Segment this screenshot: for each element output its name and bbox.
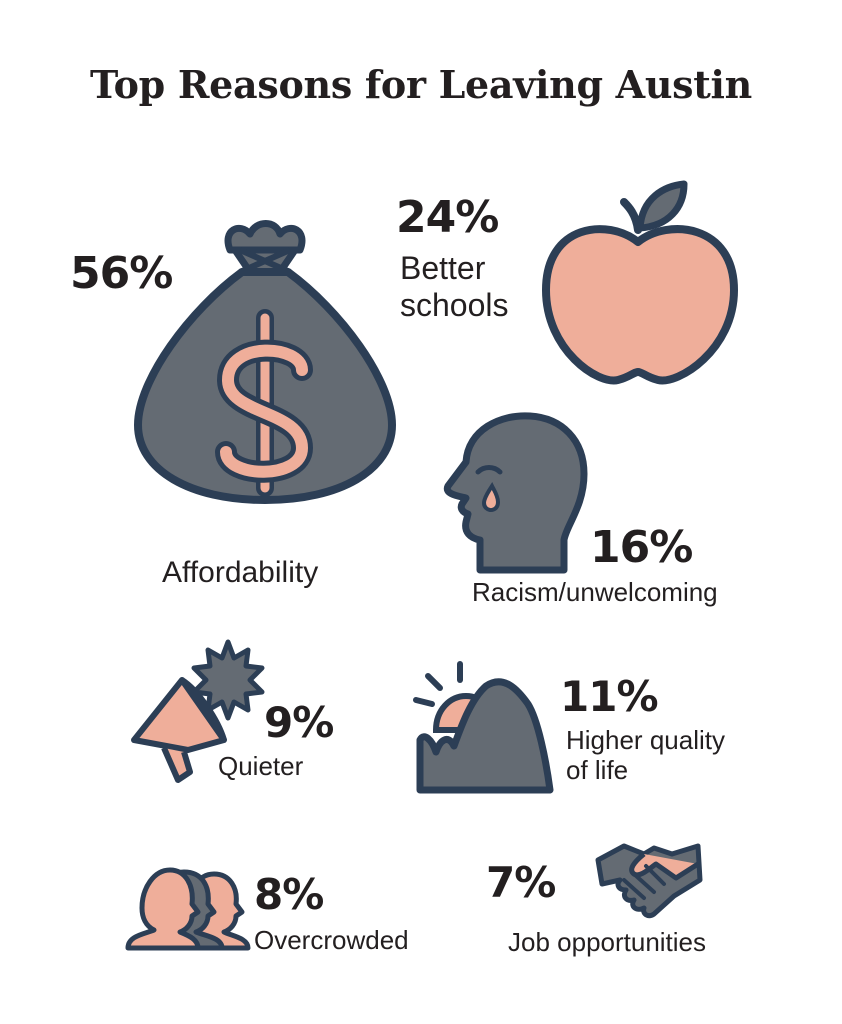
quieter-label: Quieter [218,751,304,781]
apple-icon [542,180,738,385]
schools-label: Better schools [400,250,509,324]
schools-percent: 24% [396,192,499,243]
jobs-label: Job opportunities [508,927,707,957]
quality-percent: 11% [560,672,659,721]
quality-label-line2: of life [566,754,629,785]
page-title: Top Reasons for Leaving Austin [90,62,752,107]
jobs-percent: 7% [486,858,556,907]
megaphone-icon [131,639,265,783]
quality-label-line1: Higher quality [566,725,725,755]
racism-label: Racism/unwelcoming [472,577,718,607]
schools-label-line2: schools [400,286,509,323]
quieter-percent: 9% [264,698,334,747]
crowd-icon [125,867,251,951]
crowded-label: Overcrowded [254,925,409,955]
crying-head-icon [443,412,588,574]
schools-label-line1: Better [400,250,486,286]
money-bag-icon [134,220,396,504]
sunrise-mountain-icon [413,661,554,794]
crowded-percent: 8% [254,870,324,919]
handshake-icon [595,843,703,919]
quality-label: Higher quality of life [566,725,725,786]
affordability-percent: 56% [70,248,173,299]
racism-percent: 16% [590,522,693,573]
affordability-label: Affordability [162,556,319,589]
